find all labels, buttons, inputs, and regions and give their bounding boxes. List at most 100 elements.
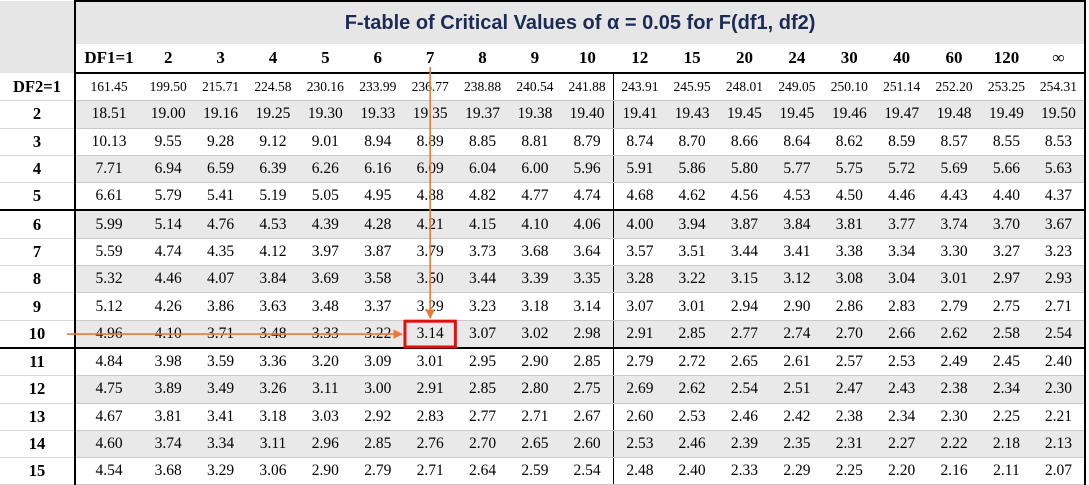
table-row: 11 4.84 3.98 3.59 3.36 3.20 3.09 3.01 2.95 2.90 2.… [0,347,1087,377]
row-header: 8 [0,265,76,294]
column-header: ∞ [1032,44,1087,74]
table-cell: 215.71 [194,73,247,102]
table-cell: 2.11 [980,457,1033,485]
table-cell: 3.59 [194,347,247,377]
table-cell: 4.39 [299,210,352,239]
row-header: 4 [0,155,76,184]
table-cell: 3.38 [823,238,876,267]
table-cell: 5.19 [246,182,300,212]
table-cell: 10.13 [75,128,142,156]
table-cell: 2.90 [299,457,352,485]
table-cell: 2.66 [875,320,928,349]
column-header: 24 [770,44,824,74]
table-cell: 4.26 [142,292,195,321]
table-cell: 6.59 [194,155,247,184]
table-cell: 8.64 [770,128,824,156]
table-cell: 2.13 [1032,430,1087,459]
table-cell: 2.40 [665,457,719,485]
column-header: 60 [927,44,981,74]
table-cell: 2.97 [980,265,1033,294]
table-cell: 3.35 [561,265,615,294]
table-cell: 2.31 [823,430,876,459]
table-cell: 224.58 [246,73,300,102]
table-cell: 2.96 [299,430,352,459]
table-cell: 2.85 [351,430,404,459]
table-cell: 2.74 [770,320,824,349]
table-cell: 3.44 [456,265,509,294]
table-cell: 6.04 [456,155,509,184]
table-cell: 2.33 [718,457,771,485]
table-cell: 2.54 [718,375,771,404]
table-cell: 3.44 [718,238,771,267]
table-cell: 3.49 [194,375,247,404]
table-cell: 3.87 [351,238,404,267]
table-cell: 2.64 [456,457,509,485]
table-cell: 5.12 [75,292,142,321]
table-cell: 19.35 [403,100,457,129]
table-cell: 4.53 [770,182,824,212]
table-cell: 4.54 [75,457,142,485]
table-cell: 4.62 [665,182,719,212]
table-cell: 2.79 [927,292,981,321]
table-row: 15 4.54 3.68 3.29 3.06 2.90 2.79 2.71 2.64 2.59 2.… [0,457,1087,485]
column-header: 10 [561,44,614,74]
table-cell: 2.90 [508,347,562,377]
table-cell: 3.41 [194,403,247,431]
table-cell: 3.27 [980,238,1033,267]
table-cell: 2.90 [770,292,824,321]
row-header: 10 [0,320,76,349]
table-cell: 2.38 [927,375,981,404]
table-cell: 236.77 [403,73,457,102]
table-cell: 5.96 [561,155,615,184]
table-cell: 2.47 [823,375,876,404]
table-cell: 5.99 [75,210,142,239]
table-cell: 5.69 [927,155,981,184]
table-cell: 2.25 [823,457,876,485]
table-cell: 9.28 [194,128,247,156]
table-cell: 2.42 [770,403,824,431]
table-cell: 3.58 [351,265,404,294]
table-row: 10 4.96 4.10 3.71 3.48 3.33 3.22 3.14 3.07 3.02 2.… [0,320,1087,349]
table-cell: 4.68 [613,182,666,212]
table-row: 4 7.71 6.94 6.59 6.39 6.26 6.16 6.09 6.04 6.00 5.9… [0,155,1087,184]
table-cell: 2.40 [1032,347,1087,377]
table-cell: 2.79 [351,457,404,485]
table-row: 12 4.75 3.89 3.49 3.26 3.11 3.00 2.91 2.85 2.80 2.… [0,375,1087,404]
table-cell: 2.65 [508,430,562,459]
row-header: 9 [0,292,76,321]
table-cell: 2.35 [770,430,824,459]
table-cell: 2.21 [1032,403,1087,431]
table-cell: 3.34 [194,430,247,459]
table-cell: 5.77 [770,155,824,184]
table-cell: 8.89 [403,128,457,156]
table-cell: 240.54 [508,73,562,102]
table-cell: 4.56 [718,182,771,212]
table-cell: 3.01 [927,265,981,294]
table-cell: 8.57 [927,128,981,156]
table-cell: 4.28 [351,210,404,239]
table-cell: 3.86 [194,292,247,321]
table-cell: 8.59 [875,128,928,156]
table-cell: 2.98 [561,320,615,349]
table-cell: 3.94 [665,210,719,239]
table-cell: 5.59 [75,238,142,267]
table-cell: 3.26 [246,375,300,404]
table-cell: 3.74 [927,210,981,239]
table-cell: 243.91 [613,73,666,102]
table-cell: 3.18 [508,292,562,321]
table-cell: 8.70 [665,128,719,156]
table-cell: 253.25 [980,73,1033,102]
table-cell: 3.29 [403,292,457,321]
table-cell: 4.10 [508,210,562,239]
table-cell: 3.89 [142,375,195,404]
table-row: 14 4.60 3.74 3.34 3.11 2.96 2.85 2.76 2.70 2.65 2.… [0,430,1087,459]
table-cell: 233.99 [351,73,404,102]
table-cell: 19.33 [351,100,404,129]
table-cell: 5.72 [875,155,928,184]
table-cell: 2.70 [456,430,509,459]
table-cell: 3.37 [351,292,404,321]
table-cell: 4.84 [75,347,142,377]
table-cell: 4.60 [75,430,142,459]
table-corner [0,1,76,44]
table-cell: 3.98 [142,347,195,377]
